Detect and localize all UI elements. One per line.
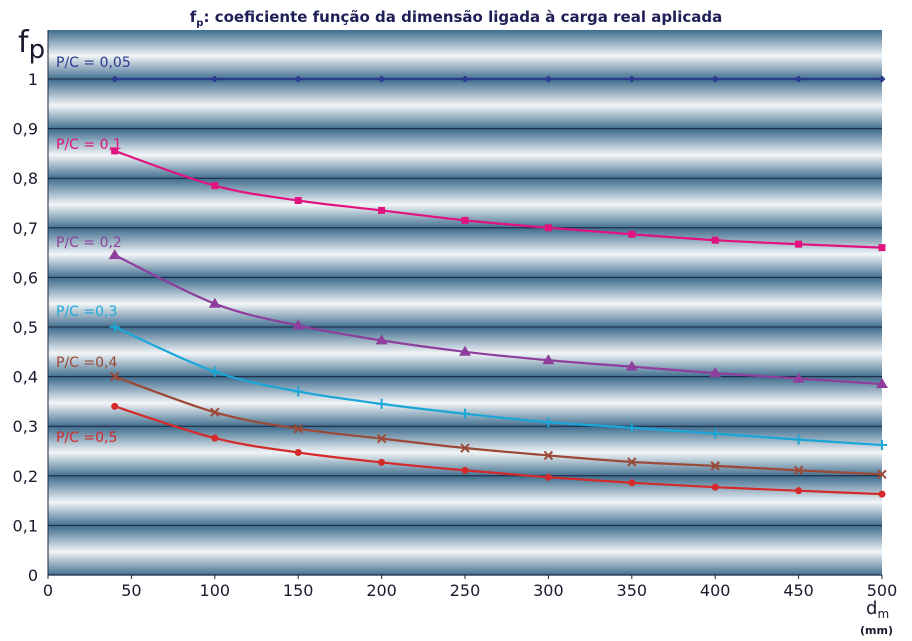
y-tick-label: 0,8 bbox=[13, 169, 38, 188]
data-point bbox=[461, 75, 469, 83]
data-point bbox=[294, 75, 302, 83]
data-point bbox=[628, 75, 636, 83]
series-line bbox=[114, 405, 883, 496]
data-point bbox=[543, 450, 554, 461]
chart-title: fp: coeficiente função da dimensão ligad… bbox=[189, 8, 723, 29]
data-point bbox=[111, 75, 119, 83]
data-point bbox=[294, 448, 302, 456]
x-tick-label: 300 bbox=[533, 581, 564, 600]
data-point bbox=[542, 354, 555, 365]
y-tick-label: 0,7 bbox=[13, 219, 38, 238]
y-tick-label: 0,5 bbox=[13, 318, 38, 337]
x-axis-unit: (mm) bbox=[860, 624, 893, 637]
data-point bbox=[378, 458, 386, 466]
series-line bbox=[114, 325, 883, 447]
data-point bbox=[459, 345, 471, 356]
data-point bbox=[795, 75, 803, 83]
data-point bbox=[878, 75, 886, 83]
data-point bbox=[461, 216, 469, 224]
data-point bbox=[711, 483, 719, 491]
x-tick-label: 150 bbox=[283, 581, 314, 600]
data-point bbox=[211, 75, 219, 83]
x-tick-label: 400 bbox=[700, 581, 731, 600]
x-tick-label: 350 bbox=[617, 581, 648, 600]
x-tick-label: 100 bbox=[200, 581, 231, 600]
data-point bbox=[543, 417, 554, 428]
y-tick-label: 0 bbox=[28, 566, 38, 585]
data-point bbox=[293, 423, 303, 434]
data-point bbox=[793, 465, 804, 476]
data-point bbox=[293, 386, 304, 397]
y-tick-label: 1 bbox=[28, 70, 38, 89]
x-tick-label: 0 bbox=[43, 581, 53, 600]
data-point bbox=[211, 182, 219, 190]
data-point bbox=[378, 75, 386, 83]
y-axis-label: fp bbox=[18, 25, 45, 65]
data-point bbox=[795, 487, 803, 495]
x-tick-label: 250 bbox=[450, 581, 481, 600]
y-tick-label: 0,6 bbox=[13, 268, 38, 287]
data-point bbox=[795, 240, 803, 248]
data-point bbox=[877, 469, 887, 480]
data-point bbox=[211, 434, 219, 442]
data-point bbox=[111, 402, 119, 410]
data-point bbox=[710, 428, 721, 439]
data-point bbox=[544, 224, 552, 232]
series-line bbox=[114, 149, 883, 249]
x-tick-label: 500 bbox=[867, 581, 898, 600]
series-label: P/C = 0,2 bbox=[56, 235, 122, 251]
data-point bbox=[461, 466, 469, 474]
data-point bbox=[210, 407, 220, 418]
series-label: P/C =0,5 bbox=[56, 430, 117, 446]
data-point bbox=[793, 434, 804, 445]
data-point bbox=[110, 371, 120, 382]
x-axis-label: dm bbox=[866, 598, 889, 621]
series-label: P/C =0,3 bbox=[56, 304, 117, 320]
series-line bbox=[114, 254, 883, 386]
data-point bbox=[792, 372, 805, 383]
data-point bbox=[711, 236, 719, 244]
data-point bbox=[628, 230, 636, 238]
data-point bbox=[878, 244, 886, 252]
data-point bbox=[208, 297, 221, 308]
data-point bbox=[376, 398, 387, 409]
series-label: P/C =0,4 bbox=[56, 355, 117, 371]
x-tick-label: 450 bbox=[783, 581, 814, 600]
data-point bbox=[376, 433, 387, 444]
data-point bbox=[626, 422, 637, 433]
y-tick-label: 0,1 bbox=[13, 516, 38, 535]
data-point bbox=[375, 334, 388, 345]
series-line bbox=[114, 375, 883, 476]
plot-background bbox=[48, 30, 882, 575]
data-point bbox=[294, 197, 302, 205]
data-point bbox=[625, 360, 638, 371]
data-point bbox=[627, 457, 637, 467]
y-tick-label: 0,3 bbox=[13, 417, 38, 436]
data-point bbox=[709, 367, 722, 378]
y-tick-label: 0,9 bbox=[13, 120, 38, 139]
data-point bbox=[877, 440, 887, 451]
data-point bbox=[876, 378, 888, 389]
data-point bbox=[209, 366, 220, 377]
data-point bbox=[108, 249, 121, 260]
y-tick-label: 0,4 bbox=[13, 368, 38, 387]
data-point bbox=[111, 147, 119, 155]
x-tick-label: 200 bbox=[366, 581, 397, 600]
y-tick-label: 0,2 bbox=[13, 467, 38, 486]
x-tick-label: 50 bbox=[121, 581, 141, 600]
data-point bbox=[628, 479, 636, 487]
data-point bbox=[460, 408, 470, 419]
data-point bbox=[710, 461, 720, 471]
data-point bbox=[292, 319, 305, 330]
data-point bbox=[460, 443, 470, 453]
data-point bbox=[544, 75, 552, 83]
data-point bbox=[878, 490, 886, 498]
data-point bbox=[109, 322, 120, 332]
data-point bbox=[544, 473, 552, 481]
data-point bbox=[711, 75, 719, 83]
data-point bbox=[378, 206, 386, 214]
series-label: P/C = 0,05 bbox=[56, 55, 131, 71]
series-label: P/C = 0,1 bbox=[56, 137, 122, 153]
